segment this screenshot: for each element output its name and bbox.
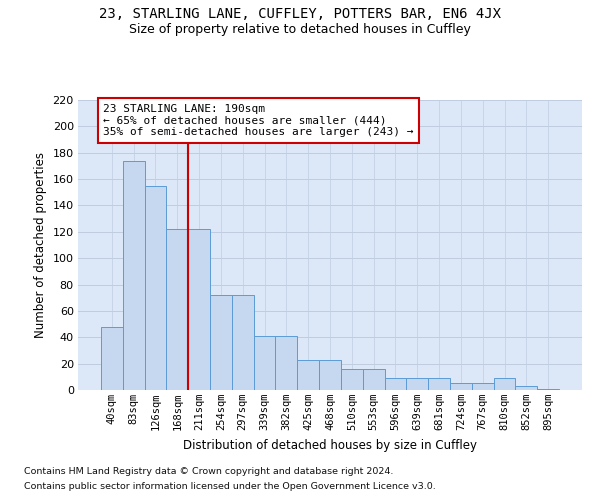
Bar xyxy=(123,160,145,390)
Bar xyxy=(297,360,319,390)
Text: Contains HM Land Registry data © Crown copyright and database right 2024.: Contains HM Land Registry data © Crown c… xyxy=(24,467,394,476)
Bar xyxy=(450,384,472,390)
Text: Contains public sector information licensed under the Open Government Licence v3: Contains public sector information licen… xyxy=(24,482,436,491)
Bar xyxy=(363,369,385,390)
Text: Size of property relative to detached houses in Cuffley: Size of property relative to detached ho… xyxy=(129,22,471,36)
Bar xyxy=(515,386,537,390)
Bar xyxy=(406,378,428,390)
Bar xyxy=(166,229,188,390)
Bar xyxy=(472,384,494,390)
Bar xyxy=(254,336,275,390)
Bar xyxy=(385,378,406,390)
Bar xyxy=(232,295,254,390)
Bar xyxy=(210,295,232,390)
X-axis label: Distribution of detached houses by size in Cuffley: Distribution of detached houses by size … xyxy=(183,438,477,452)
Bar xyxy=(101,326,123,390)
Bar xyxy=(537,388,559,390)
Bar xyxy=(494,378,515,390)
Bar xyxy=(145,186,166,390)
Bar xyxy=(275,336,297,390)
Bar xyxy=(188,229,210,390)
Text: 23 STARLING LANE: 190sqm
← 65% of detached houses are smaller (444)
35% of semi-: 23 STARLING LANE: 190sqm ← 65% of detach… xyxy=(103,104,413,137)
Text: 23, STARLING LANE, CUFFLEY, POTTERS BAR, EN6 4JX: 23, STARLING LANE, CUFFLEY, POTTERS BAR,… xyxy=(99,8,501,22)
Y-axis label: Number of detached properties: Number of detached properties xyxy=(34,152,47,338)
Bar xyxy=(319,360,341,390)
Bar xyxy=(428,378,450,390)
Bar xyxy=(341,369,363,390)
